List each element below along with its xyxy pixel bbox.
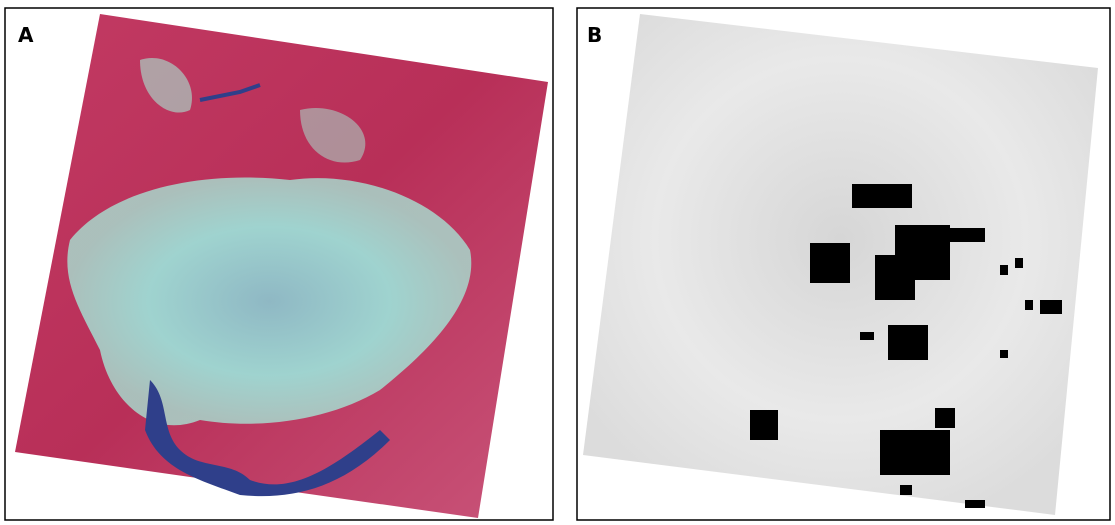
panel-label: B <box>587 23 602 47</box>
panel-a: A <box>5 8 553 520</box>
panel-b: B <box>577 8 1110 520</box>
panel-label: A <box>18 23 34 47</box>
figure: A B <box>0 0 1115 525</box>
